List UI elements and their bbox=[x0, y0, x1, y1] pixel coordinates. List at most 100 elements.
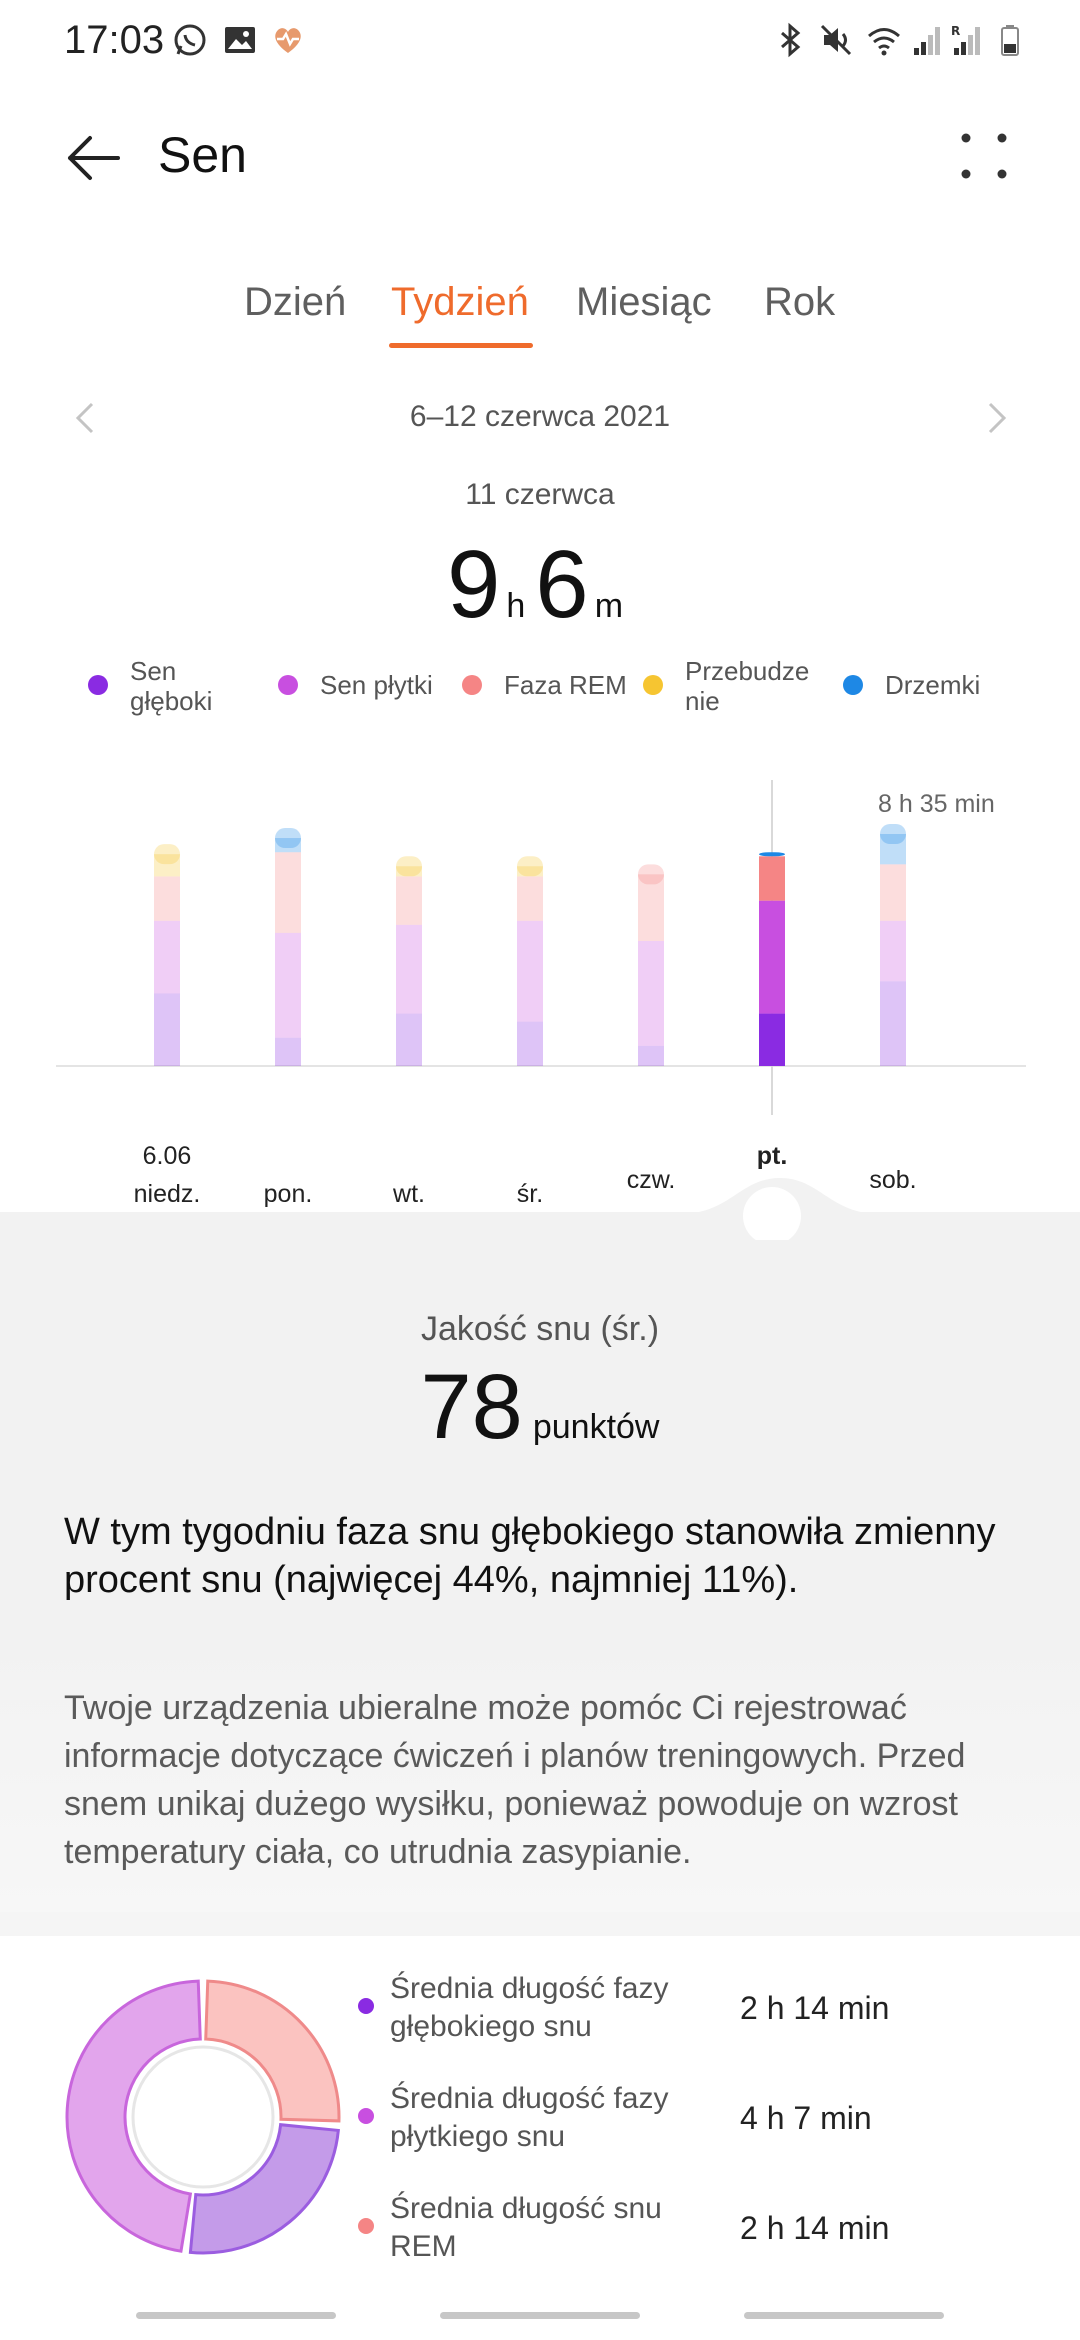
bar-segment-4-0[interactable] bbox=[638, 1045, 664, 1066]
tip-text: Twoje urządzenia ubieralne może pomóc Ci… bbox=[64, 1689, 966, 1871]
whatsapp-icon bbox=[174, 24, 206, 56]
bar-segment-0-2[interactable] bbox=[154, 876, 180, 921]
bar-segment-fill-3-3 bbox=[517, 866, 543, 877]
donut-slice-0 bbox=[188, 2123, 340, 2255]
bar-segment-0-1[interactable] bbox=[154, 920, 180, 994]
bar-segment-6-2[interactable] bbox=[880, 864, 906, 921]
duration-minutes: 6 bbox=[535, 531, 589, 638]
bar-segment-5-2[interactable] bbox=[759, 856, 785, 901]
bar-segment-fill-1-3 bbox=[275, 838, 301, 853]
x-label-0[interactable]: niedz. bbox=[133, 1180, 201, 1208]
x-label-first-date: 6.06 bbox=[142, 1142, 192, 1170]
bar-segment-6-0[interactable] bbox=[880, 981, 906, 1066]
sleep-phase-donut bbox=[65, 1979, 341, 2255]
bluetooth-icon bbox=[781, 22, 801, 58]
nav-pill-left[interactable] bbox=[136, 2312, 336, 2319]
duration-hours: 9 bbox=[446, 531, 501, 638]
date-range: 6–12 czerwca 2021 bbox=[409, 400, 671, 433]
avg-deep-value: 2 h 14 min bbox=[740, 1990, 890, 2026]
avg-light-value: 4 h 7 min bbox=[740, 2100, 872, 2136]
back-arrow-icon[interactable] bbox=[62, 126, 126, 190]
legend-dot-naps bbox=[843, 675, 863, 695]
legend-label-naps: Drzemki bbox=[885, 670, 981, 700]
bar-segment-fill-6-3 bbox=[880, 834, 906, 865]
donut-slice-1 bbox=[65, 1979, 202, 2253]
duration-hours-unit: h bbox=[506, 587, 526, 625]
avg-rem-dot bbox=[358, 2218, 374, 2234]
bar-segment-5-1[interactable] bbox=[759, 900, 785, 1014]
wifi-icon bbox=[868, 28, 900, 56]
more-options-icon[interactable] bbox=[958, 130, 1010, 182]
legend-dot-rem bbox=[462, 675, 482, 695]
insight-text: W tym tygodniu faza snu głębokiego stano… bbox=[64, 1511, 996, 1601]
bar-segment-2-1[interactable] bbox=[396, 924, 422, 1014]
summary-panel bbox=[0, 1212, 1080, 1912]
section-divider bbox=[0, 1912, 1080, 1936]
x-label-2[interactable]: wt. bbox=[393, 1180, 425, 1208]
tab-day[interactable]: Dzień bbox=[244, 280, 347, 324]
quality-unit: punktów bbox=[532, 1408, 660, 1446]
donut-inner-ring bbox=[131, 2045, 275, 2189]
nav-pill-center[interactable] bbox=[440, 2312, 640, 2319]
avg-light-dot bbox=[358, 2108, 374, 2124]
bar-cap-3[interactable] bbox=[517, 856, 543, 877]
health-heart-icon bbox=[275, 28, 301, 53]
bar-cap-1[interactable] bbox=[275, 828, 301, 849]
bar-segment-fill-0-3 bbox=[154, 854, 180, 877]
quality-value: 78 bbox=[420, 1356, 523, 1458]
status-time: 17:03 bbox=[64, 18, 165, 62]
bar-segment-2-0[interactable] bbox=[396, 1013, 422, 1066]
nav-pill-right[interactable] bbox=[744, 2312, 944, 2319]
tab-year[interactable]: Rok bbox=[764, 280, 836, 324]
tab-month[interactable]: Miesiąc bbox=[576, 280, 712, 324]
bar-segment-2-2[interactable] bbox=[396, 876, 422, 925]
bar-segment-3-2[interactable] bbox=[517, 876, 543, 921]
mute-icon bbox=[820, 24, 852, 56]
avg-rem-label: Średnia długość snu REM bbox=[390, 2192, 662, 2263]
bar-cap-4[interactable] bbox=[638, 864, 664, 885]
x-label-4[interactable]: czw. bbox=[626, 1166, 676, 1194]
avg-deep-label: Średnia długość fazy głębokiego snu bbox=[390, 1972, 669, 2043]
legend-label-deep: Sen głęboki bbox=[130, 656, 213, 716]
avg-rem-value: 2 h 14 min bbox=[740, 2210, 890, 2246]
bar-segment-1-0[interactable] bbox=[275, 1037, 301, 1066]
legend-label-awake: Przebudzenie bbox=[685, 656, 810, 716]
avg-deep-dot bbox=[358, 1998, 374, 2014]
legend-label-rem: Faza REM bbox=[504, 670, 627, 700]
bar-cap-0[interactable] bbox=[154, 844, 180, 865]
signal-icon bbox=[914, 27, 940, 55]
x-label-5[interactable]: pt. bbox=[756, 1142, 788, 1170]
x-label-3[interactable]: śr. bbox=[516, 1180, 544, 1208]
max-duration-label: 8 h 35 min bbox=[878, 790, 995, 818]
bar-segment-5-0[interactable] bbox=[759, 1013, 785, 1066]
active-tab-indicator bbox=[389, 343, 533, 348]
bar-segment-4-1[interactable] bbox=[638, 940, 664, 1046]
legend-dot-awake bbox=[643, 675, 663, 695]
x-label-1[interactable]: pon. bbox=[263, 1180, 313, 1208]
selection-handle[interactable] bbox=[680, 1170, 880, 1240]
battery-icon bbox=[1001, 25, 1019, 56]
bar-segment-0-0[interactable] bbox=[154, 993, 180, 1066]
bar-cap-2[interactable] bbox=[396, 856, 422, 877]
gallery-icon bbox=[225, 27, 255, 53]
previous-week-icon[interactable] bbox=[68, 398, 104, 438]
sleep-quality-label: Jakość snu (śr.) bbox=[420, 1310, 660, 1348]
x-label-6[interactable]: sob. bbox=[869, 1166, 917, 1194]
bar-cap-5[interactable] bbox=[759, 852, 785, 857]
avg-light-label: Średnia długość fazy płytkiego snu bbox=[390, 2082, 669, 2153]
bar-cap-6[interactable] bbox=[880, 824, 906, 844]
donut-slice-2 bbox=[204, 1979, 341, 2123]
selected-date: 11 czerwca bbox=[465, 478, 615, 511]
next-week-icon[interactable] bbox=[978, 398, 1014, 438]
bar-segment-3-0[interactable] bbox=[517, 1021, 543, 1066]
bar-segment-1-1[interactable] bbox=[275, 932, 301, 1038]
page-title: Sen bbox=[158, 127, 247, 183]
weekly-sleep-chart[interactable] bbox=[0, 770, 1080, 1130]
tab-week[interactable]: Tydzień bbox=[391, 280, 529, 324]
bar-segment-3-1[interactable] bbox=[517, 920, 543, 1022]
bar-segment-fill-2-3 bbox=[396, 866, 422, 877]
duration-minutes-unit: m bbox=[594, 587, 624, 625]
bar-segment-1-2[interactable] bbox=[275, 852, 301, 933]
bar-segment-6-1[interactable] bbox=[880, 920, 906, 982]
